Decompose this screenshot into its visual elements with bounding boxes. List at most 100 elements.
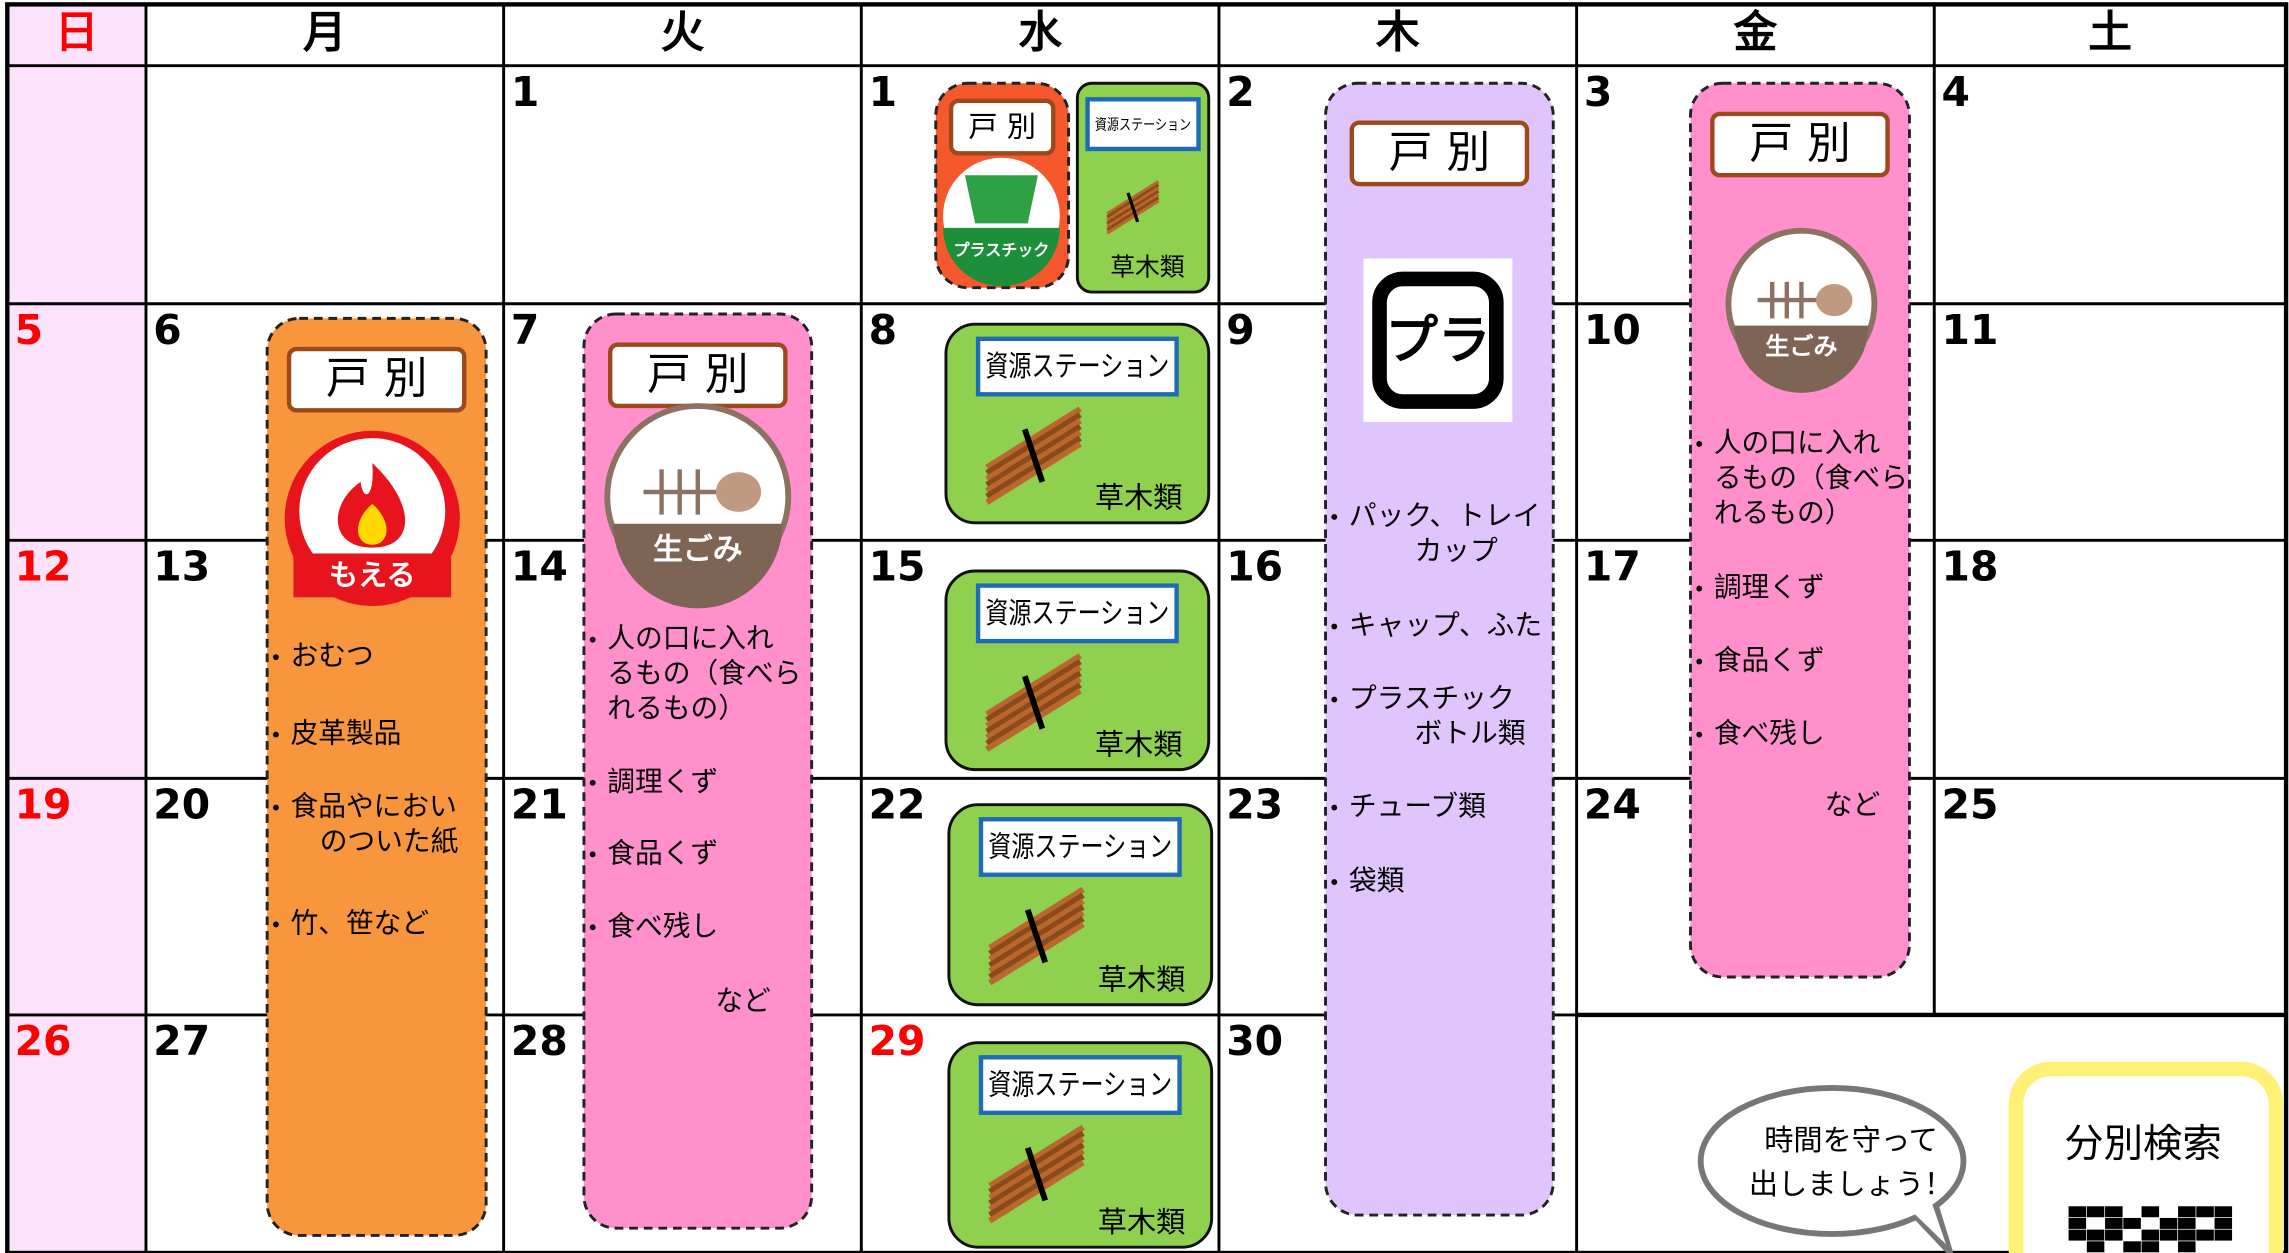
label-box bbox=[948, 98, 1056, 156]
bullet bbox=[589, 924, 596, 931]
icon-band bbox=[293, 553, 452, 598]
qr-code bbox=[2086, 1229, 2105, 1241]
panel bbox=[1324, 81, 1555, 1217]
panel-label: 戸 別 bbox=[1749, 118, 1850, 169]
bullet bbox=[272, 921, 279, 928]
stick bbox=[988, 916, 1085, 980]
bullet bbox=[589, 779, 596, 786]
day-number: 13 bbox=[153, 543, 210, 591]
item-text: 竹、笹など bbox=[291, 906, 430, 939]
station-label: 資源ステーション bbox=[988, 829, 1172, 863]
stick bbox=[988, 921, 1085, 986]
stick bbox=[985, 659, 1082, 723]
item-text: 食品くず bbox=[607, 836, 718, 869]
stick bbox=[985, 406, 1082, 470]
day-number: 29 bbox=[869, 1017, 926, 1065]
day-number: 16 bbox=[1226, 543, 1283, 591]
stick-tie bbox=[1022, 428, 1046, 483]
qr-code bbox=[2068, 1206, 2087, 1218]
stick bbox=[1106, 183, 1160, 219]
item-text: 人の口に入れ bbox=[1714, 426, 1881, 459]
qr-code bbox=[2178, 1217, 2196, 1229]
qr-code bbox=[2086, 1241, 2105, 1253]
item-text: 調理くず bbox=[607, 765, 718, 798]
station-box bbox=[978, 1055, 1182, 1115]
panel bbox=[1689, 81, 1911, 979]
stick bbox=[985, 688, 1082, 752]
stick bbox=[985, 682, 1082, 746]
icon-bottom bbox=[943, 227, 1060, 287]
bullet bbox=[1696, 585, 1703, 592]
item-text: れるもの） bbox=[1714, 496, 1853, 529]
label-box bbox=[286, 346, 467, 413]
item-text: カップ bbox=[1415, 534, 1498, 567]
qr-code bbox=[2214, 1217, 2233, 1229]
qr-code bbox=[2068, 1229, 2087, 1241]
panel-label: 戸 別 bbox=[1389, 127, 1490, 178]
station-box bbox=[1085, 97, 1201, 152]
item-text: 袋類 bbox=[1349, 864, 1405, 897]
stick bbox=[1106, 199, 1160, 235]
panel-label: 戸 別 bbox=[647, 349, 748, 400]
item-text: 人の口に入れ bbox=[607, 622, 774, 655]
bullet bbox=[1331, 804, 1338, 811]
station-box bbox=[975, 336, 1179, 397]
item-note: など bbox=[1825, 788, 1880, 821]
weekday-label: 木 bbox=[1376, 7, 1420, 58]
day-number: 1 bbox=[511, 68, 539, 116]
item-text: 食べ残し bbox=[607, 909, 718, 942]
qr-code bbox=[2141, 1229, 2160, 1241]
stick-tie bbox=[1126, 192, 1140, 223]
icon-label: もえる bbox=[329, 558, 416, 592]
station-label: 資源ステーション bbox=[1095, 117, 1191, 134]
qr-code bbox=[2141, 1206, 2160, 1218]
stick bbox=[1106, 180, 1160, 216]
day-number: 19 bbox=[15, 781, 72, 829]
station-label: 資源ステーション bbox=[988, 1068, 1172, 1102]
stick bbox=[988, 1159, 1085, 1224]
weekday-label: 月 bbox=[303, 7, 347, 58]
stick bbox=[988, 886, 1085, 951]
qr-code bbox=[2105, 1217, 2123, 1229]
day-number: 10 bbox=[1584, 306, 1641, 354]
item-text: ボトル類 bbox=[1415, 717, 1526, 750]
day-number: 18 bbox=[1942, 543, 1999, 591]
fish-head bbox=[1816, 284, 1853, 317]
item-text: るもの（食べら bbox=[607, 657, 801, 690]
qr-code bbox=[2178, 1229, 2196, 1241]
item-text: 食品やにおい bbox=[291, 790, 457, 823]
recycle-frame bbox=[1372, 271, 1504, 409]
item-text: パック、トレイ bbox=[1349, 499, 1541, 532]
weekday-label: 金 bbox=[1733, 7, 1778, 58]
day-number: 5 bbox=[15, 306, 43, 354]
fish-bone bbox=[643, 469, 725, 515]
day-number: 21 bbox=[511, 781, 568, 829]
item-text: れるもの） bbox=[607, 692, 746, 725]
station-label: 資源ステーション bbox=[985, 596, 1169, 630]
stick-tie bbox=[1022, 675, 1046, 730]
day-number: 15 bbox=[869, 543, 926, 591]
panel-label: 戸 別 bbox=[968, 110, 1036, 144]
bullet bbox=[272, 654, 279, 661]
bullet bbox=[1696, 441, 1703, 447]
day-number: 6 bbox=[153, 306, 181, 354]
qr-code bbox=[2178, 1241, 2196, 1253]
bubble-tail-cover bbox=[1900, 1188, 1946, 1245]
panel-label: 戸 別 bbox=[326, 353, 427, 404]
item-text: プラスチック bbox=[1349, 682, 1515, 715]
stick bbox=[985, 435, 1082, 500]
bullet bbox=[1696, 731, 1703, 738]
stick-tie bbox=[1024, 1146, 1049, 1202]
item-text: 皮革製品 bbox=[291, 717, 402, 750]
day-number: 8 bbox=[869, 306, 897, 354]
qr-code bbox=[2214, 1206, 2233, 1218]
day-number: 3 bbox=[1584, 68, 1612, 116]
item-text: るもの（食べら bbox=[1714, 461, 1908, 494]
day-number: 14 bbox=[511, 543, 568, 591]
day-number: 20 bbox=[153, 781, 210, 829]
day-number: 27 bbox=[153, 1017, 210, 1065]
day-number: 11 bbox=[1942, 306, 1999, 354]
day-number: 25 bbox=[1942, 781, 1999, 829]
stick-tie bbox=[1024, 908, 1049, 964]
